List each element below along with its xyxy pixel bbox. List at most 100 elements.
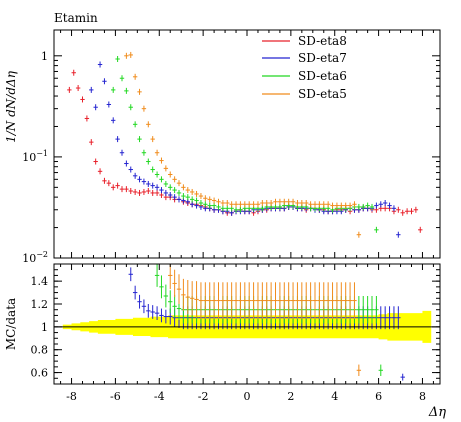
data-point-sd-eta5 [159, 157, 164, 164]
data-point-sd-eta5 [194, 190, 199, 197]
ratio-point-sd-eta5 [308, 282, 313, 319]
data-point-sd-eta8 [80, 96, 85, 103]
ratio-point-sd-eta5 [194, 281, 199, 318]
x-tick-label: 8 [419, 390, 426, 403]
chart-title: Etamin [54, 11, 98, 25]
data-point-sd-eta6 [194, 197, 199, 204]
data-point-sd-eta8 [93, 158, 98, 165]
ratio-point-sd-eta7 [146, 304, 151, 318]
data-point-sd-eta8 [97, 168, 103, 175]
data-point-sd-eta5 [308, 201, 313, 208]
ratio-point-sd-eta7 [150, 305, 155, 319]
data-point-sd-eta8 [89, 139, 94, 146]
x-tick-label: -6 [110, 390, 121, 403]
ratio-point-sd-eta5 [251, 282, 256, 319]
ratio-point-sd-eta5 [352, 282, 357, 319]
data-point-sd-eta8 [150, 189, 155, 196]
data-point-sd-eta6 [132, 121, 138, 128]
ratio-tick-label: 1 [41, 321, 48, 334]
data-point-sd-eta5 [356, 231, 362, 238]
data-point-sd-eta8 [418, 226, 423, 233]
ratio-point-sd-eta5 [312, 282, 318, 319]
ratio-point-sd-eta5 [347, 282, 353, 319]
ratio-tick-label: 1.4 [31, 275, 49, 288]
ratio-point-sd-eta6 [172, 294, 177, 318]
data-point-sd-eta6 [273, 203, 278, 210]
data-point-sd-eta5 [325, 201, 331, 208]
ratio-tick-label: 1.2 [31, 298, 49, 311]
ratio-point-sd-eta7 [132, 285, 138, 300]
data-point-sd-eta8 [137, 189, 142, 196]
data-point-sd-eta6 [150, 166, 155, 173]
data-point-sd-eta5 [264, 199, 269, 206]
ratio-point-sd-eta5 [268, 282, 274, 319]
data-point-sd-eta6 [163, 180, 169, 187]
ratio-point-sd-eta5 [176, 274, 182, 304]
ratio-point-sd-eta5 [317, 282, 322, 319]
data-point-sd-eta5 [233, 201, 239, 208]
data-point-sd-eta6 [238, 206, 243, 213]
ratio-point-sd-eta7 [128, 267, 133, 282]
data-point-sd-eta5 [290, 198, 296, 205]
data-point-sd-eta5 [163, 165, 169, 172]
ratio-point-sd-eta5 [334, 282, 340, 319]
data-point-sd-eta5 [277, 198, 283, 205]
data-point-sd-eta6 [176, 189, 182, 196]
data-point-sd-eta6 [189, 196, 195, 203]
data-point-sd-eta7 [132, 172, 138, 179]
data-point-sd-eta5 [124, 52, 129, 59]
data-point-sd-eta5 [347, 202, 353, 209]
data-point-sd-eta7 [97, 61, 103, 68]
data-point-sd-eta5 [229, 201, 234, 208]
ratio-point-sd-eta5 [229, 282, 234, 319]
data-point-sd-eta8 [75, 85, 81, 92]
data-point-sd-eta6 [159, 176, 164, 183]
data-point-sd-eta5 [207, 196, 212, 203]
ratio-point-sd-eta5 [238, 282, 243, 319]
ratio-point-sd-eta6 [154, 264, 160, 287]
data-point-sd-eta7 [382, 199, 388, 206]
data-point-sd-eta8 [119, 186, 125, 193]
data-point-sd-eta7 [146, 180, 151, 187]
ratio-point-sd-eta6 [374, 296, 379, 324]
data-point-sd-eta7 [119, 149, 125, 156]
ratio-point-sd-eta5 [290, 282, 296, 319]
data-point-sd-eta8 [404, 208, 410, 215]
data-point-sd-eta5 [172, 176, 177, 183]
data-point-sd-eta6 [233, 206, 239, 213]
data-point-sd-eta7 [106, 101, 112, 108]
data-point-sd-eta6 [207, 202, 212, 209]
ratio-point-sd-eta6 [369, 296, 375, 324]
data-point-sd-eta5 [176, 180, 182, 187]
data-point-sd-eta5 [185, 187, 190, 194]
data-point-sd-eta8 [382, 205, 388, 212]
axes-layer: -8 -6 -4 -2 0 2 4 6 8 10−2 10−1 1 0.6 0.8 1 1.2 1.4 [22, 29, 441, 403]
legend-label-sd-eta5: SD-eta5 [298, 87, 347, 101]
data-point-sd-eta6 [374, 226, 379, 233]
data-point-sd-eta6 [128, 104, 133, 111]
data-point-sd-eta5 [225, 199, 230, 206]
data-point-sd-eta5 [282, 198, 287, 205]
ratio-point-sd-eta5 [356, 364, 362, 376]
ratio-point-sd-eta7 [400, 373, 405, 381]
y-tick-label: 1 [41, 50, 48, 63]
data-point-sd-eta7 [378, 201, 383, 208]
data-point-sd-eta5 [260, 199, 265, 206]
data-point-sd-eta5 [150, 136, 155, 143]
data-point-sd-eta5 [251, 201, 256, 208]
data-point-sd-eta7 [391, 205, 397, 212]
data-point-sd-eta5 [286, 198, 291, 205]
legend-label-sd-eta7: SD-eta7 [298, 51, 347, 65]
data-point-sd-eta5 [154, 149, 160, 156]
data-point-sd-eta6 [277, 203, 283, 210]
ratio-point-sd-eta7 [163, 309, 169, 324]
data-point-sd-eta7 [111, 117, 116, 124]
ratio-point-sd-eta7 [154, 306, 160, 320]
data-point-sd-eta7 [168, 191, 173, 198]
data-point-sd-eta6 [225, 205, 230, 212]
data-point-sd-eta5 [312, 201, 318, 208]
data-point-sd-eta7 [89, 86, 94, 93]
ratio-point-sd-eta5 [330, 282, 335, 319]
ratio-point-sd-eta5 [325, 282, 331, 319]
data-point-sd-eta8 [67, 86, 72, 93]
